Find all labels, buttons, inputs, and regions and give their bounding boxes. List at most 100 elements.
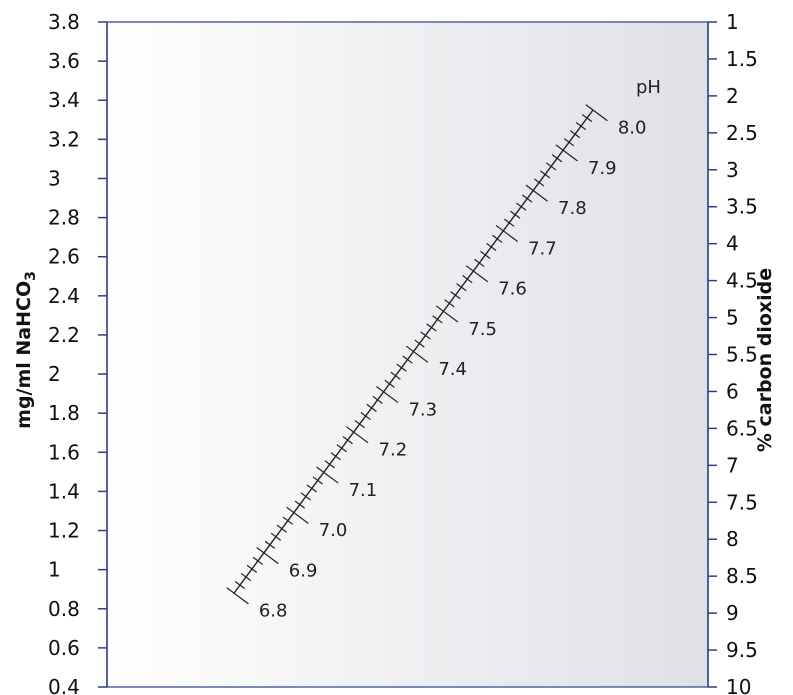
- ph-minor-tick: [539, 170, 551, 179]
- left-tick-label: 1.2: [48, 519, 80, 543]
- ph-minor-tick: [432, 315, 443, 324]
- ph-minor-tick: [533, 178, 545, 187]
- ph-minor-tick: [510, 210, 521, 219]
- right-tick-label: 10: [726, 675, 751, 695]
- left-axis-title: mg/ml NaHCO3: [13, 271, 39, 429]
- right-tick-label: 7.5: [726, 490, 758, 514]
- ph-value-label: 7.2: [379, 440, 408, 461]
- right-tick-label: 7: [726, 453, 739, 477]
- right-axis: 1 1.5 2 2.5 3 3.5 4 4.5 5 5.5 6 6.5 7 7.5 8 8.5 9 9.5 10: [707, 10, 758, 695]
- ph-minor-tick: [330, 452, 341, 461]
- ph-value-label: 7.6: [498, 279, 527, 300]
- left-tick-label: 0.8: [48, 597, 80, 621]
- right-tick-label: 9.5: [726, 638, 758, 662]
- ph-major-tick: [286, 506, 309, 524]
- ph-major-tick: [346, 426, 369, 444]
- ph-minor-tick: [240, 572, 252, 582]
- ph-major-tick: [525, 184, 548, 202]
- right-tick-label: 9: [726, 601, 739, 625]
- right-tick-label: 8: [726, 527, 739, 551]
- ph-minor-tick: [276, 524, 288, 533]
- plot-panel: [106, 21, 709, 688]
- ph-value-label: 6.8: [259, 601, 288, 622]
- ph-value-label: 7.9: [588, 158, 617, 179]
- ph-minor-tick: [372, 395, 383, 404]
- ph-minor-tick: [270, 532, 282, 541]
- ph-minor-tick: [294, 500, 305, 509]
- ph-minor-tick: [324, 460, 335, 469]
- ph-minor-tick: [575, 122, 587, 131]
- ph-value-label: 7.0: [319, 520, 348, 541]
- ph-minor-tick: [516, 202, 527, 211]
- left-tick-label: 3.2: [48, 127, 80, 151]
- ph-minor-tick: [264, 540, 276, 549]
- ph-minor-tick: [336, 444, 347, 453]
- ph-minor-tick: [480, 250, 491, 260]
- ph-minor-tick: [246, 564, 258, 574]
- ph-minor-tick: [581, 114, 593, 123]
- ph-minor-tick: [300, 492, 311, 501]
- left-tick-label: 2.6: [48, 245, 80, 269]
- left-tick-label: 2.4: [48, 284, 80, 308]
- right-tick-label: 5: [726, 306, 739, 330]
- left-tick-label: 3.8: [48, 10, 80, 34]
- ph-minor-tick: [522, 194, 533, 203]
- ph-minor-tick: [444, 299, 455, 308]
- ph-minor-tick: [384, 379, 395, 388]
- right-tick-label: 6: [726, 379, 739, 403]
- ph-major-tick: [316, 466, 339, 484]
- ph-minor-tick: [450, 291, 461, 300]
- ph-scale-title: pH: [636, 77, 661, 98]
- ph-minor-tick: [504, 218, 515, 227]
- ph-major-tick: [585, 104, 608, 122]
- ph-minor-tick: [312, 476, 323, 485]
- right-tick-label: 5.5: [726, 343, 758, 367]
- right-axis-title: % carbon dioxide: [754, 268, 776, 452]
- ph-scale: 6.86.97.07.17.27.37.47.57.67.77.87.98.0: [226, 104, 647, 622]
- left-tick-label: 3.4: [48, 88, 80, 112]
- right-tick-label: 2: [726, 84, 739, 108]
- ph-major-tick: [465, 265, 489, 283]
- ph-value-label: 6.9: [289, 560, 318, 581]
- ph-value-label: 7.3: [408, 399, 437, 420]
- ph-minor-tick: [563, 138, 575, 147]
- right-tick-label: 3.5: [726, 195, 758, 219]
- ph-minor-tick: [366, 403, 377, 412]
- left-axis: 3.8 3.6 3.4 3.2 3 2.8 2.6 2.4 2.2 2 1.8 1.6 1.4 1.2 1 0…: [48, 10, 108, 695]
- ph-minor-tick: [342, 436, 353, 445]
- left-tick-label: 1: [48, 558, 61, 582]
- ph-value-label: 7.5: [468, 319, 497, 340]
- left-tick-label: 0.6: [48, 636, 80, 660]
- right-tick-label: 4.5: [726, 269, 758, 293]
- left-tick-label: 2.2: [48, 323, 80, 347]
- ph-minor-tick: [390, 371, 401, 380]
- ph-minor-tick: [569, 130, 581, 139]
- ph-value-label: 7.1: [349, 480, 378, 501]
- left-tick-label: 2.8: [48, 206, 80, 230]
- left-tick-label: 1.6: [48, 440, 80, 464]
- right-tick-label: 3: [726, 158, 739, 182]
- right-tick-label: 8.5: [726, 564, 758, 588]
- ph-minor-tick: [402, 355, 413, 364]
- ph-minor-tick: [492, 234, 503, 243]
- ph-minor-tick: [282, 516, 294, 525]
- ph-minor-tick: [420, 331, 431, 340]
- ph-minor-tick: [486, 242, 497, 251]
- ph-major-tick: [435, 305, 459, 323]
- ph-value-label: 7.7: [528, 238, 557, 259]
- ph-minor-tick: [426, 323, 437, 332]
- left-tick-label: 1.4: [48, 479, 80, 503]
- ph-minor-tick: [474, 258, 485, 268]
- right-tick-label: 4: [726, 232, 739, 256]
- ph-minor-tick: [234, 581, 246, 590]
- ph-minor-tick: [456, 283, 467, 292]
- ph-major-tick: [376, 385, 399, 404]
- ph-minor-tick: [462, 275, 473, 284]
- ph-minor-tick: [396, 363, 407, 372]
- ph-minor-tick: [551, 154, 563, 163]
- left-tick-label: 0.4: [48, 675, 80, 695]
- ph-minor-tick: [545, 162, 557, 171]
- ph-minor-tick: [354, 419, 365, 429]
- left-tick-label: 2: [48, 362, 61, 386]
